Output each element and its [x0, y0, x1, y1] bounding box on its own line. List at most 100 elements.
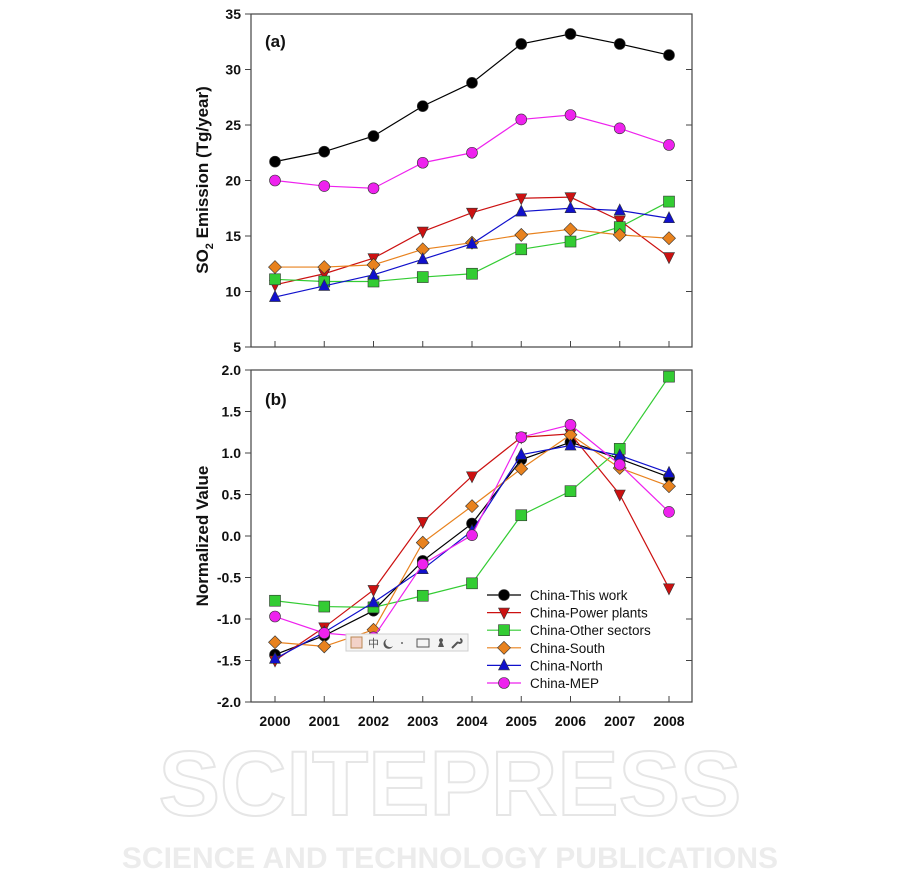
data-point: [317, 260, 332, 275]
data-point: [564, 109, 577, 121]
series-line: [274, 376, 670, 608]
wrench-icon[interactable]: [451, 638, 463, 649]
legend-marker: [497, 640, 511, 655]
y-tick-label: 30: [225, 62, 241, 78]
series-line: [274, 207, 670, 298]
watermark-big: SCITEPRESS: [159, 733, 742, 835]
data-point: [416, 558, 429, 571]
data-point: [416, 252, 429, 265]
data-point: [564, 28, 577, 40]
data-point: [269, 174, 281, 187]
data-point: [269, 610, 281, 623]
data-point: [269, 651, 281, 664]
data-point: [613, 203, 626, 216]
data-point: [318, 278, 331, 291]
data-point: [416, 100, 429, 112]
moon-icon[interactable]: [383, 639, 393, 649]
legend-entry: China-North: [487, 658, 603, 673]
data-point: [367, 130, 380, 142]
y-tick-label: -1.0: [217, 611, 241, 627]
chinese-mode-icon[interactable]: 中: [368, 637, 379, 650]
data-point: [367, 267, 380, 280]
ime-logo-icon[interactable]: [350, 636, 363, 649]
data-point: [416, 517, 429, 530]
panel-label-a: (a): [265, 32, 286, 51]
data-point: [318, 600, 331, 613]
data-point: [465, 499, 479, 514]
x-tick-label: 2002: [358, 713, 389, 729]
legend-label: China-MEP: [530, 676, 599, 691]
legend-entry: China-This work: [487, 588, 628, 603]
x-tick-label: 2007: [604, 713, 635, 729]
data-point: [367, 595, 380, 608]
legend-entry: China-MEP: [487, 676, 599, 691]
data-point: [515, 509, 528, 522]
series-line: [274, 33, 670, 163]
data-point: [563, 222, 578, 237]
data-point: [268, 260, 282, 275]
y-tick-label: 10: [225, 284, 241, 300]
y-tick-label: -2.0: [217, 694, 241, 710]
watermark-small: SCIENCE AND TECHNOLOGY PUBLICATIONS: [122, 842, 778, 875]
legend-label: China-This work: [530, 588, 628, 603]
data-point: [564, 485, 577, 497]
legend-marker: [498, 589, 510, 601]
data-point: [318, 145, 331, 158]
data-point: [515, 431, 528, 444]
data-point: [466, 267, 478, 280]
data-point: [663, 252, 675, 265]
data-point: [466, 77, 478, 89]
y-tick-label: 25: [225, 117, 241, 133]
data-point: [663, 370, 675, 383]
user-icon[interactable]: [438, 638, 444, 647]
data-point: [515, 113, 528, 126]
data-point: [613, 38, 626, 50]
data-point: [662, 479, 676, 494]
data-point: [564, 192, 577, 205]
data-point: [663, 195, 675, 208]
data-point: [466, 577, 478, 590]
ylabel-a-post: Emission (Tg/year): [193, 86, 212, 243]
x-tick-label: 2003: [407, 713, 438, 729]
legend-entry: China-Other sectors: [487, 623, 651, 638]
series-china-this-work: [269, 28, 675, 168]
data-point: [466, 236, 478, 249]
ime-toolbar[interactable]: 中: [345, 633, 469, 652]
y-tick-label: 1.5: [222, 404, 242, 420]
panel-a: 5 10 15 20 25 30 35: [225, 6, 693, 355]
data-point: [416, 226, 429, 239]
data-point: [318, 180, 331, 192]
data-point: [515, 38, 528, 50]
data-point: [268, 635, 282, 650]
data-point: [564, 235, 577, 248]
data-point: [515, 243, 528, 256]
watermark: SCITEPRESS SCIENCE AND TECHNOLOGY PUBLIC…: [122, 732, 778, 875]
data-point: [564, 438, 577, 451]
data-point: [466, 529, 478, 541]
panel-b: -2.0 -1.5 -1.0 -0.5 0.0 0.5 1.0 1.5 2.0 2000 2001 2…: [217, 362, 693, 729]
legend-entry: China-South: [487, 641, 605, 656]
data-point: [514, 227, 529, 242]
punctuation-icon[interactable]: [401, 642, 403, 644]
legend-marker: [498, 658, 510, 671]
keyboard-icon[interactable]: [416, 638, 430, 648]
x-tick-label: 2008: [653, 713, 684, 729]
data-point: [515, 447, 528, 460]
data-point: [515, 204, 528, 217]
x-tick-label: 2004: [456, 713, 487, 729]
data-point: [269, 594, 281, 607]
data-point: [663, 211, 675, 224]
data-point: [662, 231, 676, 246]
series-china-north: [269, 201, 675, 302]
data-point: [317, 639, 332, 654]
panel-label-b: (b): [265, 390, 287, 409]
data-point: [613, 122, 626, 135]
ime-toolbar-bg: [345, 633, 469, 652]
data-point: [663, 506, 675, 518]
ylabel-a: SO2 Emission (Tg/year): [193, 86, 216, 274]
y-tick-label: 35: [225, 6, 241, 22]
data-point: [269, 155, 281, 168]
data-point: [663, 139, 675, 151]
data-point: [515, 193, 528, 206]
data-point: [466, 471, 478, 484]
